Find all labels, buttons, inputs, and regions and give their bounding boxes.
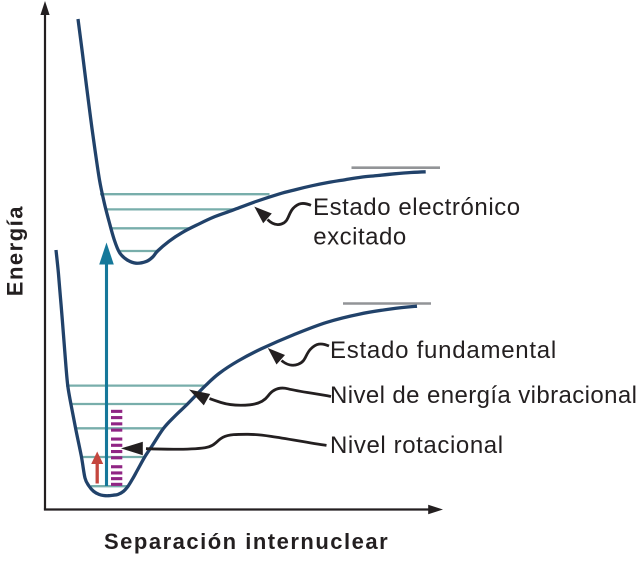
svg-text:Estado fundamental: Estado fundamental	[330, 337, 557, 364]
svg-text:Estado electrónico: Estado electrónico	[313, 194, 521, 221]
svg-text:excitado: excitado	[313, 223, 406, 250]
svg-text:Nivel rotacional: Nivel rotacional	[330, 432, 504, 459]
svg-text:Nivel de energía vibracional: Nivel de energía vibracional	[330, 382, 637, 409]
svg-text:Separación internuclear: Separación internuclear	[104, 529, 389, 554]
svg-text:Energía: Energía	[2, 205, 27, 296]
